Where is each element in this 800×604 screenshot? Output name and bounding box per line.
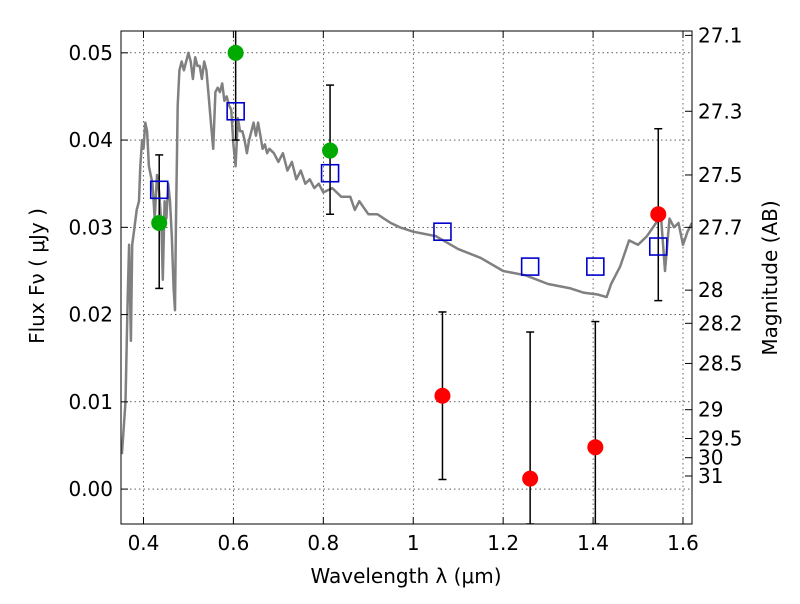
data-point (522, 470, 539, 487)
model-point (149, 180, 169, 200)
x-tick-label: 1 (407, 531, 420, 555)
mag-tick-label: 27.3 (698, 99, 743, 123)
mag-tick-label: 31 (698, 464, 723, 488)
x-axis-label: Wavelength λ (μm) (310, 564, 501, 588)
mag-tick-label: 28.2 (698, 311, 743, 335)
x-tick-label: 0.4 (128, 531, 160, 555)
data-markers (149, 44, 668, 487)
model-point (648, 237, 668, 256)
x-tick-label: 1.4 (577, 531, 609, 555)
y-tick-label: 0.03 (68, 215, 113, 239)
mag-tick-label: 27.7 (698, 215, 743, 239)
y-tick-label: 0.05 (68, 41, 113, 65)
model-point (320, 163, 340, 183)
model-point (433, 222, 452, 241)
mag-tick-label: 30 (698, 446, 723, 470)
data-point (322, 142, 339, 159)
grid-lines (121, 31, 692, 524)
model-point (520, 257, 540, 276)
y-tick-label: 0.00 (68, 477, 113, 501)
model-point (226, 101, 245, 121)
x-tick-label: 0.8 (307, 531, 339, 555)
data-point (587, 439, 604, 456)
y-tick-label: 0.01 (68, 390, 113, 414)
mag-tick-label: 28.5 (698, 351, 743, 375)
x-tick-label: 1.6 (667, 531, 699, 555)
mag-tick-label: 29.5 (698, 426, 743, 450)
data-point (227, 44, 244, 61)
axis-ticks: 0.4 0.6 0.8 1 1.2 1.4 1.6 0.00 0.01 0.02 0.03 0.04 0… (68, 23, 742, 555)
y-tick-label: 0.04 (68, 128, 113, 152)
mag-tick-label: 29 (698, 398, 723, 422)
data-point (650, 206, 667, 223)
y-tick-label: 0.02 (68, 303, 113, 327)
x-tick-label: 0.6 (217, 531, 249, 555)
model-sed-layer (121, 51, 692, 455)
y-axis-label: Flux Fν ( μJy ) (25, 208, 49, 344)
y2-axis-label: Magnitude (AB) (758, 200, 782, 355)
mag-tick-label: 27.5 (698, 163, 743, 187)
data-point (151, 214, 168, 231)
plot-frame (120, 30, 693, 525)
model-point (586, 257, 605, 276)
model-sed-line (121, 51, 692, 455)
mag-tick-label: 27.1 (698, 23, 743, 47)
data-point (434, 387, 451, 404)
mag-tick-label: 28 (698, 278, 723, 302)
x-tick-label: 1.2 (487, 531, 519, 555)
